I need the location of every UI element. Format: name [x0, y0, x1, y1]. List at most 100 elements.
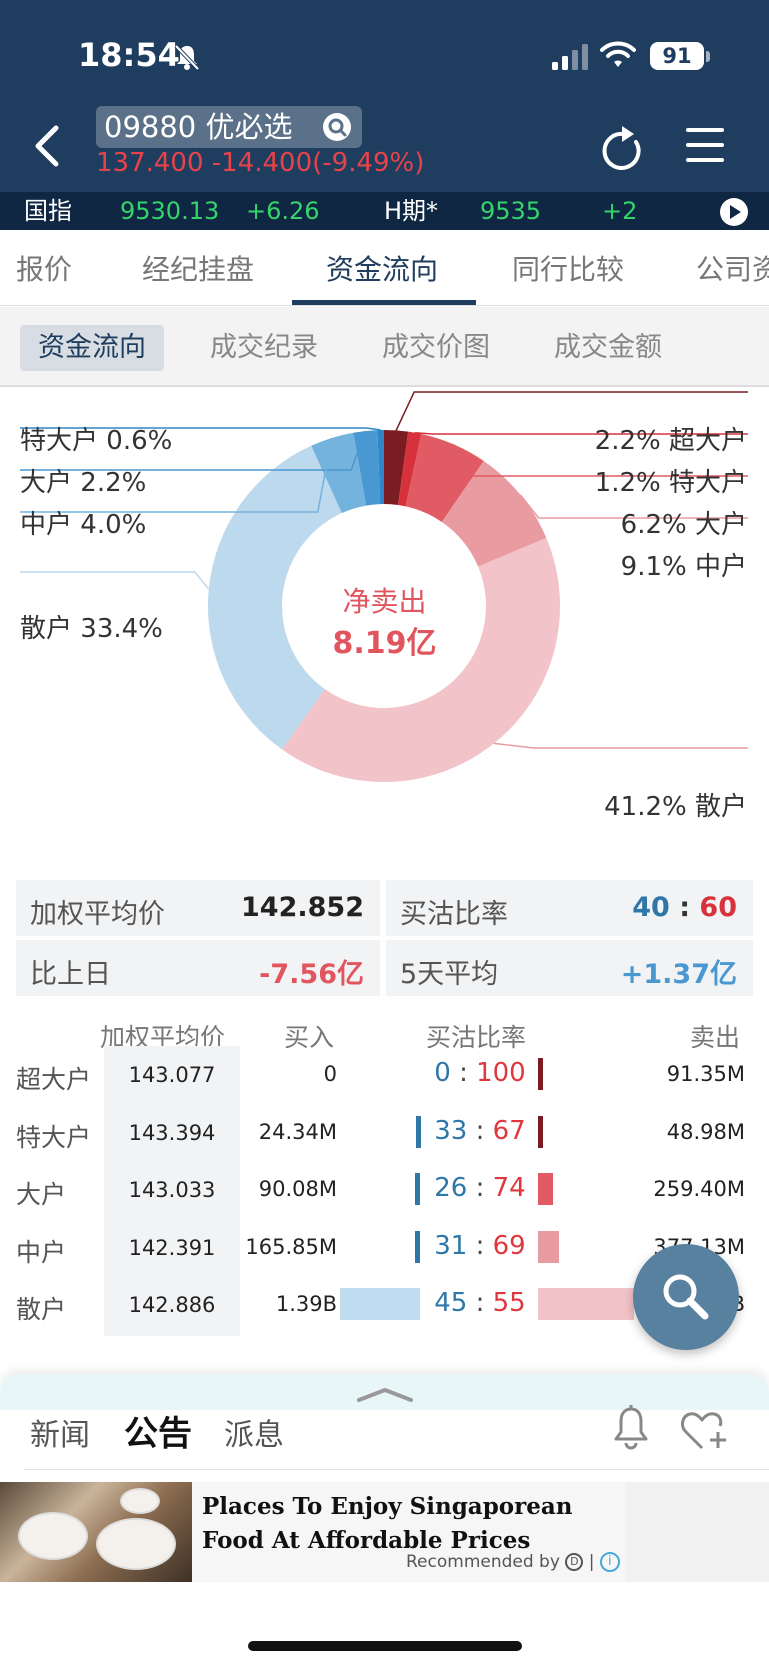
row-name: 大户: [16, 1180, 67, 1209]
main-tabs: 报价 经纪挂盘 资金流向 同行比较 公司资: [0, 230, 769, 306]
tab-news[interactable]: 新闻: [30, 1418, 90, 1453]
row-ratio: 45 : 55: [434, 1288, 526, 1318]
index-ticker-bar: 国指 9530.13 +6.26 H期* 9535 +2: [0, 192, 769, 230]
donut-slice-sell-0: [384, 430, 409, 505]
leader-sell-2: [453, 444, 748, 477]
row-ratio: 26 : 74: [434, 1173, 526, 1203]
donut-slice-sell-1: [398, 431, 422, 507]
tab-broker-queue[interactable]: 经纪挂盘: [142, 253, 255, 286]
col-sell: 卖出: [690, 1023, 741, 1052]
row-buy-bar: [414, 1173, 420, 1205]
heart-plus-icon[interactable]: [680, 1408, 730, 1452]
row-buy-bar: [416, 1115, 421, 1148]
row-buy: 1.39B: [275, 1292, 337, 1316]
tab-capital-flow[interactable]: 资金流向: [326, 253, 439, 286]
donut-slice-buy-3: [207, 445, 342, 750]
leader-sell-0: [395, 391, 748, 431]
donut-slice-sell-4: [281, 537, 560, 782]
subtab-price-chart[interactable]: 成交价图: [382, 332, 490, 363]
donut-center-title: 净卖出: [342, 585, 427, 618]
row-name: 中户: [16, 1237, 67, 1267]
status-time: 18:54: [78, 36, 180, 74]
row-buy: 24.34M: [258, 1119, 337, 1144]
row-buy: 0: [323, 1062, 337, 1086]
wifi-icon: [600, 41, 636, 67]
news-panel: 新闻 公告 派息 Places To Enjoy Singaporean Foo…: [0, 1374, 769, 1665]
tab-announcements[interactable]: 公告: [124, 1414, 192, 1454]
app-header: 18:54 91 09880 优必选 137.400 -14.400(-9.49…: [0, 0, 769, 192]
ad-title: Places To Enjoy Singaporean Food At Affo…: [202, 1493, 573, 1554]
index-value-2: 9535: [480, 197, 542, 225]
row-sell: 259.40M: [653, 1177, 745, 1201]
sell-label-medium: 9.1% 中户: [620, 552, 747, 582]
row-name: 散户: [16, 1295, 67, 1324]
battery-indicator: 91: [650, 42, 704, 70]
buy-label-retail: 散户 33.4%: [20, 614, 163, 644]
refresh-icon[interactable]: [600, 124, 646, 174]
leader-sell-1: [414, 431, 748, 435]
home-indicator[interactable]: [248, 1641, 522, 1651]
leader-buy-3: [20, 571, 210, 590]
row-sell-bar: [538, 1230, 560, 1263]
index-label-1: 国指: [24, 197, 72, 225]
row-sell-bar: [538, 1058, 544, 1090]
table-row: 超大户 143.077 0 0 : 100 91.35M: [0, 1046, 769, 1106]
tab-peer-compare[interactable]: 同行比较: [512, 253, 625, 286]
donut-chart: [20, 391, 748, 782]
row-ratio: 33 : 67: [434, 1115, 526, 1146]
menu-icon[interactable]: [686, 128, 724, 164]
col-buy: 买入: [284, 1023, 335, 1052]
chevron-up-icon[interactable]: [355, 1386, 415, 1404]
table-row: 大户 143.033 90.08M 26 : 74 259.40M: [0, 1161, 769, 1221]
bell-icon[interactable]: [610, 1404, 652, 1452]
row-avg-bg: [104, 1161, 240, 1221]
ad-banner[interactable]: Places To Enjoy Singaporean Food At Affo…: [0, 1482, 769, 1582]
donut-slice-buy-2: [311, 432, 367, 514]
ad-recommended: Recommended by D | i: [406, 1552, 620, 1572]
play-icon[interactable]: [720, 198, 748, 226]
leader-sell-4: [493, 742, 748, 749]
price-quote: 137.400 -14.400(-9.49%): [96, 148, 425, 178]
donut-slice-sell-3: [441, 460, 547, 567]
leader-buy-2: [20, 437, 333, 513]
subtab-capital-flow[interactable]: 资金流向: [20, 325, 164, 371]
row-weighted-avg: 143.394: [128, 1120, 216, 1145]
tab-quote[interactable]: 报价: [16, 253, 73, 286]
subtab-turnover[interactable]: 成交金额: [554, 332, 662, 363]
ad-side-strip: [625, 1482, 769, 1582]
summary-grid: 加权平均价 142.852 买沽比率 40 : 60 比上日 -7.56亿 5天…: [16, 880, 753, 998]
index-change-1: +6.26: [246, 197, 320, 225]
row-weighted-avg: 142.886: [128, 1293, 216, 1317]
panel-divider: [24, 1469, 769, 1470]
row-name: 特大户: [16, 1122, 92, 1152]
buy-label-medium: 中户 4.0%: [20, 510, 147, 540]
sell-label-super: 1.2% 特大户: [594, 468, 747, 498]
ad-image: [0, 1482, 192, 1582]
row-avg-bg: [104, 1218, 240, 1279]
row-weighted-avg: 143.077: [128, 1063, 216, 1087]
row-ratio: 0 : 100: [434, 1058, 526, 1088]
sell-label-retail: 41.2% 散户: [604, 792, 747, 822]
summary-ratio: 买沽比率 40 : 60: [386, 880, 753, 936]
tab-company-info[interactable]: 公司资: [696, 253, 769, 286]
row-ratio: 31 : 69: [434, 1230, 526, 1261]
stock-ticker-button[interactable]: 09880 优必选: [96, 106, 362, 148]
search-icon: [663, 1274, 709, 1320]
row-buy-bar: [410, 1230, 420, 1263]
tab-dividends[interactable]: 派息: [224, 1418, 284, 1453]
info-icon[interactable]: i: [599, 1552, 620, 1572]
tab-underline: [292, 300, 476, 305]
row-avg-bg: [104, 1103, 240, 1164]
subtab-trade-records[interactable]: 成交纪录: [210, 332, 318, 363]
back-icon[interactable]: [30, 124, 64, 168]
signal-icon: [552, 44, 588, 70]
row-weighted-avg: 142.391: [128, 1235, 216, 1260]
capital-flow-donut: 特大户 0.6% 大户 2.2% 中户 4.0% 散户 33.4% 2.2% 超…: [0, 390, 769, 860]
search-fab[interactable]: [633, 1244, 739, 1350]
index-change-2: +2: [602, 197, 638, 225]
donut-slice-buy-0: [377, 430, 384, 505]
row-weighted-avg: 143.033: [128, 1178, 216, 1202]
row-buy: 90.08M: [258, 1177, 337, 1201]
search-icon[interactable]: [322, 112, 352, 142]
